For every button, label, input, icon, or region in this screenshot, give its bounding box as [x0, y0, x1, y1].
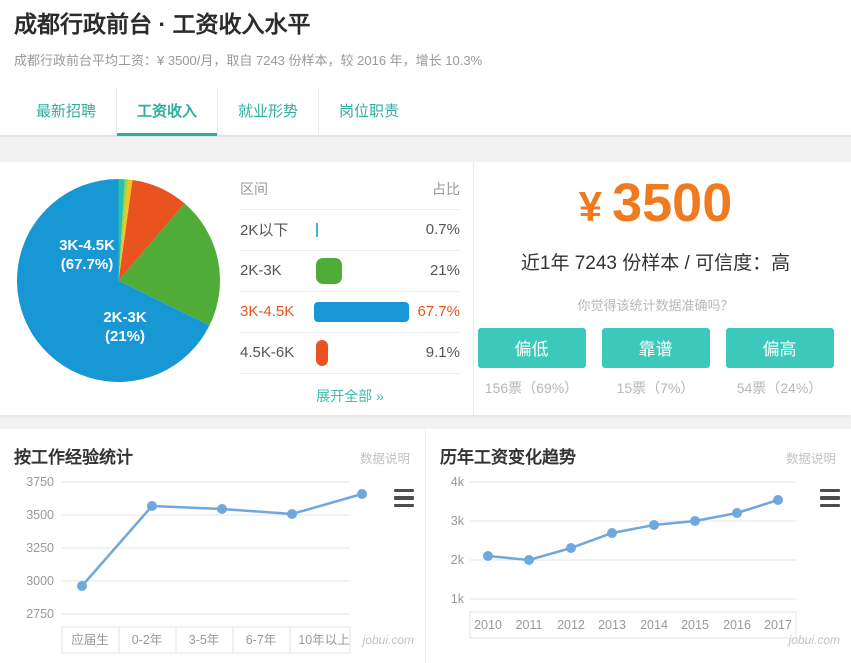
svg-text:2016: 2016 [723, 618, 751, 632]
svg-text:3000: 3000 [26, 574, 54, 588]
svg-text:6-7年: 6-7年 [246, 633, 277, 647]
svg-text:2017: 2017 [764, 618, 792, 632]
svg-text:2013: 2013 [598, 618, 626, 632]
svg-text:2750: 2750 [26, 607, 54, 621]
svg-text:3k: 3k [451, 514, 465, 528]
svg-text:3-5年: 3-5年 [189, 633, 220, 647]
svg-text:3500: 3500 [26, 508, 54, 522]
svg-text:2015: 2015 [681, 618, 709, 632]
svg-text:应届生: 应届生 [71, 632, 109, 647]
svg-text:2011: 2011 [516, 618, 543, 632]
svg-text:3250: 3250 [26, 541, 54, 555]
svg-text:10年以上: 10年以上 [298, 633, 349, 647]
svg-text:2012: 2012 [557, 618, 585, 632]
svg-text:0-2年: 0-2年 [132, 633, 163, 647]
svg-text:2014: 2014 [640, 618, 668, 632]
svg-text:2010: 2010 [474, 618, 502, 632]
svg-text:3750: 3750 [26, 475, 54, 489]
svg-text:2k: 2k [451, 553, 465, 567]
svg-text:4k: 4k [451, 475, 465, 489]
svg-text:1k: 1k [451, 592, 465, 606]
